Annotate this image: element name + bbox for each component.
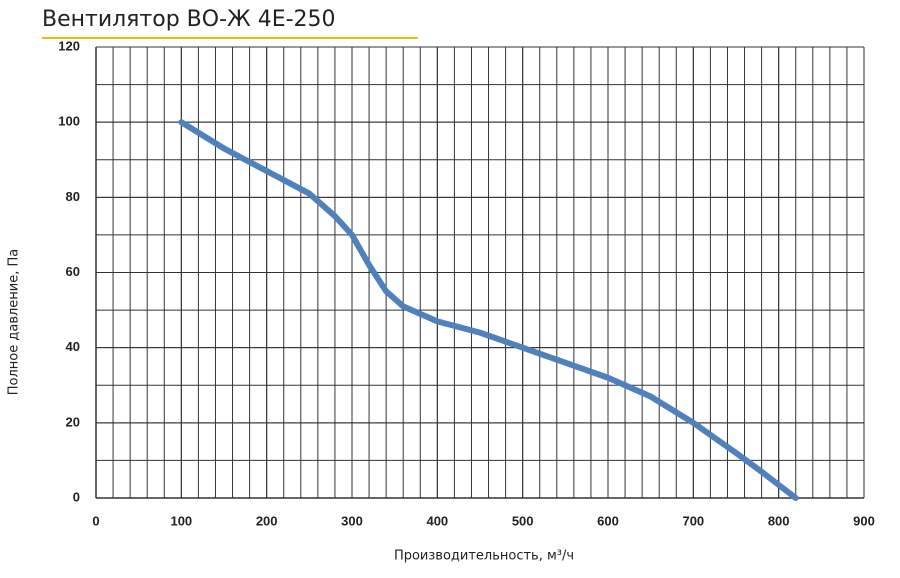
x-tick-label: 100 [170, 513, 192, 528]
x-tick-label: 900 [853, 513, 875, 528]
y-tick-label: 0 [73, 489, 80, 504]
chart-title: Вентилятор ВО-Ж 4Е-250 [42, 7, 336, 32]
x-tick-label: 800 [768, 513, 790, 528]
y-tick-label: 60 [66, 264, 80, 279]
y-tick-label: 80 [66, 189, 80, 204]
data-line [178, 119, 799, 501]
y-axis-label: Полное давление, Па [7, 249, 22, 396]
x-tick-label: 0 [92, 513, 99, 528]
y-tick-label: 120 [58, 38, 80, 53]
x-tick-label: 500 [512, 513, 534, 528]
y-tick-label: 100 [58, 114, 80, 129]
y-tick-label: 20 [66, 414, 80, 429]
x-tick-label: 400 [426, 513, 448, 528]
x-tick-label: 700 [682, 513, 704, 528]
x-axis-label: Производительность, м³/ч [394, 549, 574, 564]
x-tick-label: 200 [256, 513, 278, 528]
y-tick-label: 40 [66, 339, 80, 354]
x-tick-label: 600 [597, 513, 619, 528]
x-tick-label: 300 [341, 513, 363, 528]
